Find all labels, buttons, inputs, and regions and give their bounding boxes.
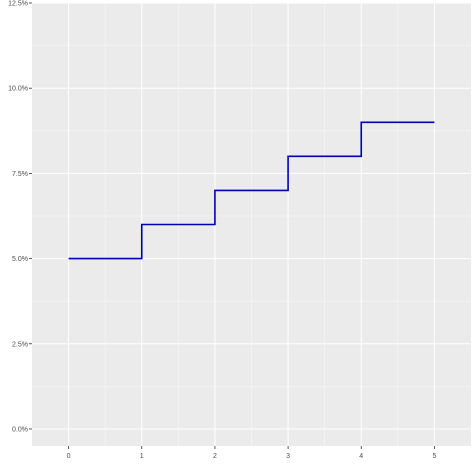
x-tick-label: 0 xyxy=(67,453,71,460)
x-tick-label: 5 xyxy=(432,453,436,460)
y-tick-label: 10.0% xyxy=(8,86,28,93)
major-gridlines xyxy=(32,2,471,446)
x-axis-tick-labels: 0 1 2 3 4 5 xyxy=(67,453,437,460)
y-tick-label: 12.5% xyxy=(8,1,28,8)
y-tick-label: 7.5% xyxy=(12,171,28,178)
series-step-line xyxy=(68,121,435,260)
y-tick-label: 0.0% xyxy=(12,426,28,433)
axis-ticks xyxy=(29,2,435,449)
data-series xyxy=(68,121,435,260)
x-tick-label: 4 xyxy=(359,453,363,460)
x-tick-label: 2 xyxy=(213,453,217,460)
y-tick-label: 2.5% xyxy=(12,341,28,348)
y-tick-label: 5.0% xyxy=(12,256,28,263)
x-tick-label: 1 xyxy=(140,453,144,460)
y-axis-tick-labels: 0.0% 2.5% 5.0% 7.5% 10.0% 12.5% xyxy=(8,1,28,434)
x-tick-label: 3 xyxy=(286,453,290,460)
